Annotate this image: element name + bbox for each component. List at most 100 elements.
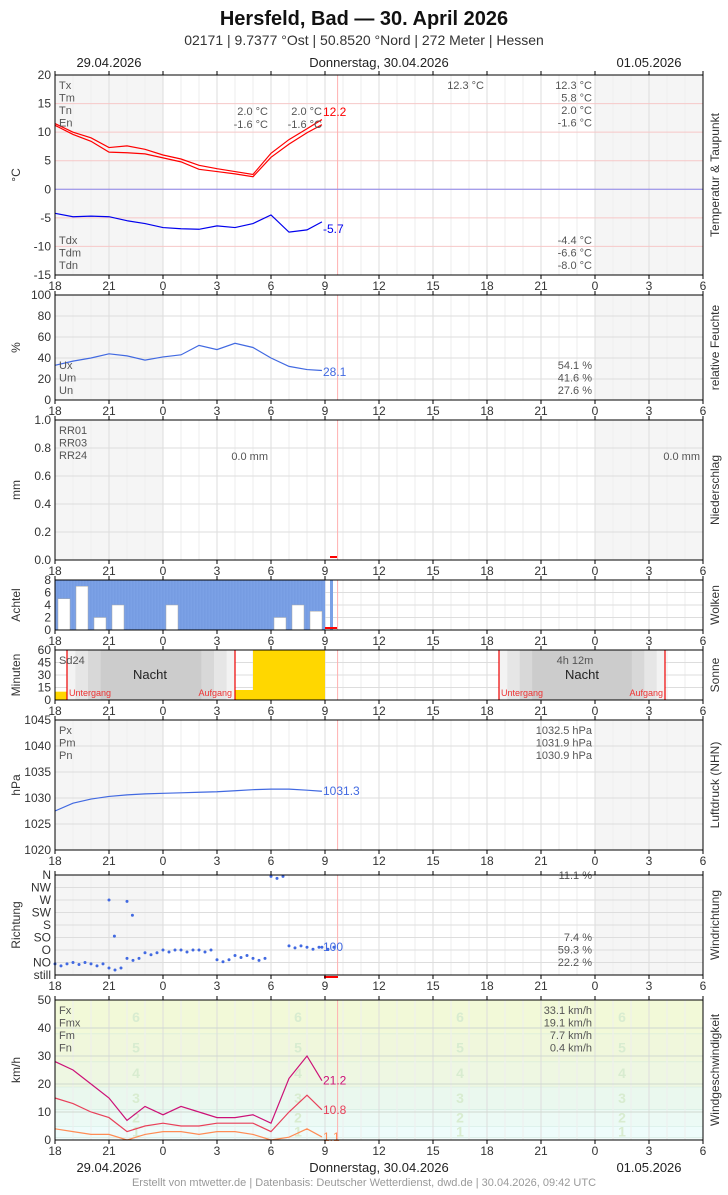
direction-point (257, 958, 261, 962)
cloud-cover-bar (270, 579, 275, 631)
day1-tn2: 2.0 °C (291, 106, 322, 118)
dew-legend-item: Tdn (59, 260, 78, 272)
hour-tick-label: 9 (322, 854, 329, 868)
direction-point (65, 962, 69, 966)
sun-y-axis-label: Minuten (9, 654, 23, 697)
beaufort-number: 4 (294, 1065, 302, 1081)
hour-tick-label: 21 (102, 704, 116, 718)
sd24-label: Sd24 (59, 655, 85, 667)
day1-en2: -1.6 °C (288, 119, 322, 131)
direction-point (275, 876, 279, 880)
direction-point (107, 898, 111, 902)
cloud-cover-bar (258, 579, 263, 631)
humidity-summary: 27.6 % (558, 385, 592, 397)
temp-summary: -1.6 °C (558, 118, 592, 130)
precip-legend-item: RR24 (59, 450, 87, 462)
humidity-ytick-label: 0 (44, 393, 51, 407)
direction-point (77, 963, 81, 966)
beaufort-number: 2 (456, 1110, 464, 1126)
direction-point (113, 968, 117, 972)
hour-tick-label: 12 (372, 704, 386, 718)
cloud-cover-bar (240, 579, 245, 631)
cloud-low-bar (309, 611, 323, 631)
cloud-cover-bar (330, 580, 333, 630)
direction-point (131, 958, 135, 962)
hour-tick-label: 15 (426, 1144, 440, 1158)
beaufort-number: 3 (294, 1090, 302, 1106)
dew-summary: -6.6 °C (558, 248, 592, 260)
hour-tick-label: 18 (48, 634, 62, 648)
cloud-cover-bar (210, 579, 215, 631)
hour-tick-label: 12 (372, 404, 386, 418)
hour-tick-label: 12 (372, 979, 386, 993)
direction-point (269, 874, 273, 878)
cloud-cover-bar (234, 579, 239, 631)
hour-tick-label: 6 (700, 279, 707, 293)
hour-tick-label: 18 (480, 1144, 494, 1158)
temp-ytick-label: 0 (44, 182, 51, 196)
precip-ytick-label: 0.6 (34, 469, 51, 483)
hour-tick-label: 6 (268, 279, 275, 293)
cloud-cover-bar (141, 579, 146, 631)
hour-tick-label: 21 (534, 279, 548, 293)
hour-tick-label: 6 (700, 564, 707, 578)
hour-tick-label: 6 (268, 564, 275, 578)
last-wind-label: 21.2 (323, 1074, 347, 1088)
wind-legend-item: Fm (59, 1030, 75, 1042)
hour-tick-label: 9 (322, 979, 329, 993)
hour-tick-label: 6 (700, 634, 707, 648)
hour-tick-label: 0 (592, 564, 599, 578)
cloud-cover-bar (255, 579, 260, 631)
temp-summary: 2.0 °C (561, 105, 592, 117)
direction-point (209, 948, 213, 952)
hour-tick-label: 0 (160, 854, 167, 868)
dew-summary: -4.4 °C (558, 235, 592, 247)
direction-point (305, 945, 309, 949)
last-dew-label: -5.7 (323, 222, 344, 236)
series-fx (54, 1054, 323, 1125)
direction-point (161, 948, 165, 952)
cloud-cover-bar (207, 579, 212, 631)
direction-ytick-label: still (34, 968, 51, 982)
hour-tick-label: 3 (214, 979, 221, 993)
hour-tick-label: 6 (268, 854, 275, 868)
hour-tick-label: 15 (426, 979, 440, 993)
direction-point (287, 944, 291, 948)
hour-tick-label: 0 (592, 1144, 599, 1158)
direction-marker (324, 976, 338, 978)
temp-ytick-label: 20 (38, 68, 52, 82)
humidity-side-label: relative Feuchte (708, 304, 722, 390)
beaufort-number: 6 (456, 1009, 464, 1025)
day1-tn: 2.0 °C (237, 106, 268, 118)
cloud-cover-bar (213, 579, 218, 631)
wind-ytick-label: 10 (38, 1105, 52, 1119)
clouds-ytick-label: 6 (44, 586, 51, 600)
hour-tick-label: 6 (700, 704, 707, 718)
cloud-cover-bar (216, 579, 221, 631)
cloud-cover-bar (195, 579, 200, 631)
cloud-cover-bar (264, 579, 269, 631)
cloud-cover-bar (186, 579, 191, 631)
last-wind-label: 10.8 (323, 1103, 347, 1117)
hour-tick-label: 6 (700, 1144, 707, 1158)
hour-tick-label: 12 (372, 634, 386, 648)
sunrise-label: Aufgang (198, 688, 232, 698)
series-tdm (54, 212, 323, 233)
wind-legend-item: Fx (59, 1005, 72, 1017)
cloud-cover-bar (192, 579, 197, 631)
hour-tick-label: 18 (480, 279, 494, 293)
direction-summary: 11.1 % (559, 870, 593, 882)
precip-day1: 0.0 mm (231, 451, 268, 463)
temp-ytick-label: -15 (34, 268, 52, 282)
hour-tick-label: 18 (48, 704, 62, 718)
precip-y-axis-label: mm (9, 480, 23, 500)
sun-ytick-label: 30 (38, 668, 52, 682)
cloud-cover-bar (129, 579, 134, 631)
series-pressure (54, 788, 322, 812)
cloud-cover-bar (177, 579, 182, 631)
direction-point (89, 962, 93, 966)
hour-tick-label: 6 (700, 979, 707, 993)
temp-y-axis-label: °C (9, 168, 23, 182)
cloud-marker (325, 627, 337, 629)
sunset-label-2: Untergang (501, 688, 543, 698)
